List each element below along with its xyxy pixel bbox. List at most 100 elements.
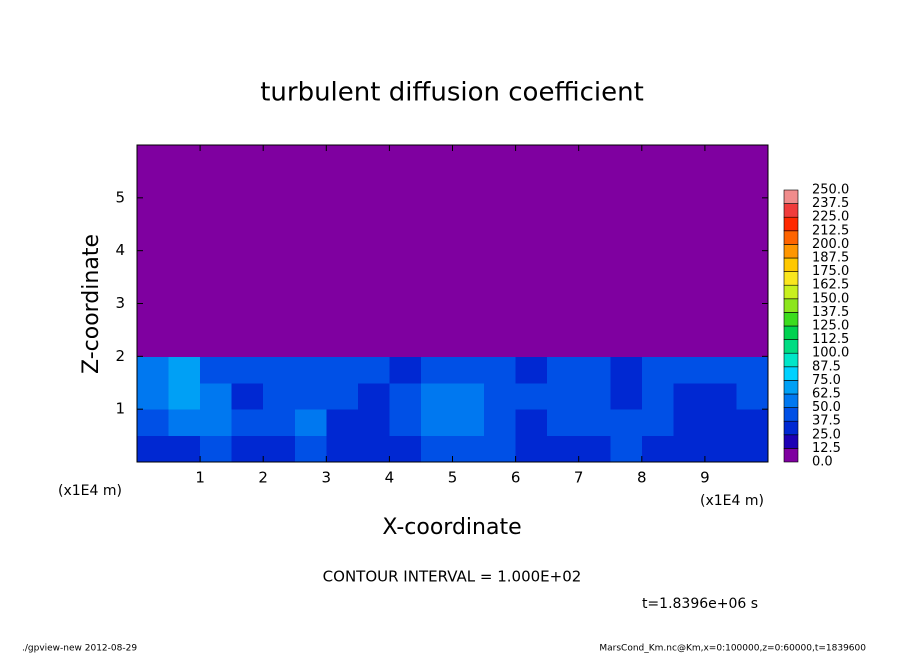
cell	[484, 435, 517, 463]
cell	[200, 382, 233, 410]
x-axis-label: X-coordinate	[382, 515, 521, 540]
x-tick-label: 7	[574, 469, 584, 487]
cell	[420, 356, 453, 384]
footer-left: ./gpview-new 2012-08-29	[22, 644, 137, 654]
cell	[515, 250, 548, 278]
cell	[231, 356, 264, 384]
cell	[704, 224, 737, 252]
y-axis-label: Z-coordinate	[79, 234, 104, 374]
cell	[736, 435, 769, 463]
cell	[326, 250, 359, 278]
colorbar-label: 175.0	[812, 264, 849, 279]
colorbar-bin	[783, 298, 799, 313]
cell	[263, 171, 296, 199]
cell	[610, 224, 643, 252]
cell	[578, 224, 611, 252]
cell	[578, 171, 611, 199]
colorbar-bin	[783, 352, 799, 368]
colorbar-bin	[783, 216, 799, 232]
cell	[231, 409, 264, 437]
x-tick-label: 6	[511, 469, 521, 487]
cell	[263, 382, 296, 410]
cell	[610, 382, 643, 410]
cell	[231, 197, 264, 225]
cell	[263, 303, 296, 331]
cell	[547, 277, 580, 304]
cell	[200, 303, 233, 331]
colorbar-bin	[783, 393, 799, 408]
cell	[704, 171, 737, 199]
cell	[673, 197, 706, 225]
cell	[484, 356, 517, 384]
cell	[420, 145, 453, 172]
cell	[263, 277, 296, 304]
cell	[704, 250, 737, 278]
cell	[736, 303, 769, 331]
cell	[484, 303, 517, 331]
cell	[578, 329, 611, 357]
cell	[389, 356, 422, 384]
cell	[704, 435, 737, 463]
cell	[452, 277, 485, 304]
cell	[673, 303, 706, 331]
cell	[200, 250, 233, 278]
colorbar-label: 187.5	[812, 251, 849, 266]
cell	[736, 356, 769, 384]
cell	[673, 224, 706, 252]
cell	[389, 409, 422, 437]
colorbar-label: 12.5	[812, 441, 841, 456]
cell	[294, 197, 327, 225]
cell	[547, 409, 580, 437]
cell	[736, 409, 769, 437]
x-tick-label: 8	[637, 469, 647, 487]
cell	[326, 171, 359, 199]
colorbar-bin	[783, 339, 799, 354]
cell	[547, 145, 580, 172]
cell	[357, 145, 390, 172]
cell	[610, 171, 643, 199]
cell	[294, 250, 327, 278]
cell	[168, 409, 201, 437]
cell	[736, 171, 769, 199]
cell	[578, 277, 611, 304]
cell	[578, 409, 611, 437]
cell	[515, 171, 548, 199]
cell	[326, 435, 359, 463]
cell	[326, 277, 359, 304]
colorbar-bin	[783, 189, 799, 204]
cell	[547, 382, 580, 410]
cell	[641, 145, 674, 172]
cell	[357, 409, 390, 437]
cell	[294, 382, 327, 410]
cell	[168, 382, 201, 410]
colorbar-label: 112.5	[812, 332, 849, 347]
cell	[168, 197, 201, 225]
cell	[484, 409, 517, 437]
x-unit-label: (x1E4 m)	[700, 493, 764, 509]
cell	[641, 224, 674, 252]
colorbar-label: 250.0	[812, 183, 849, 198]
cell	[578, 145, 611, 172]
cell	[452, 382, 485, 410]
cell	[704, 303, 737, 331]
colorbar-label: 200.0	[812, 237, 849, 252]
cell	[484, 224, 517, 252]
cell	[515, 303, 548, 331]
cell	[641, 356, 674, 384]
cell	[326, 197, 359, 225]
cell	[137, 435, 170, 463]
cell	[137, 329, 170, 357]
cell	[420, 250, 453, 278]
colorbar-label: 50.0	[812, 400, 841, 415]
cell	[673, 382, 706, 410]
colorbar-label: 125.0	[812, 319, 849, 334]
colorbar-label: 162.5	[812, 278, 849, 293]
cell	[704, 409, 737, 437]
cell	[736, 197, 769, 225]
cell	[641, 329, 674, 357]
cell	[200, 224, 233, 252]
cell	[547, 197, 580, 225]
cell	[641, 277, 674, 304]
colorbar-bin	[783, 284, 799, 300]
